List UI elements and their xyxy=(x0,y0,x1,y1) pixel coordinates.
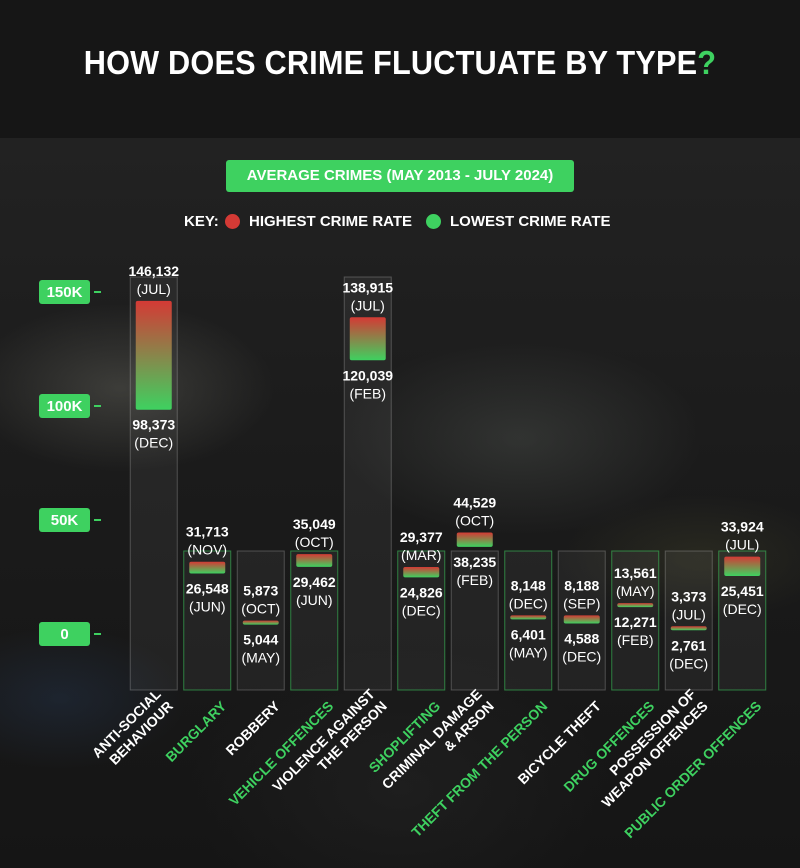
low-value-label: 29,462 xyxy=(293,574,336,590)
range-bar xyxy=(349,317,386,361)
low-value-label: 120,039 xyxy=(342,367,393,383)
low-value-label: 24,826 xyxy=(400,584,443,600)
high-month-label: (OCT) xyxy=(455,512,494,528)
low-month-label: (DEC) xyxy=(402,602,441,618)
y-tick-badge xyxy=(39,280,90,304)
high-month-label: (DEC) xyxy=(509,595,548,611)
y-tick-badge xyxy=(39,394,90,418)
range-bar xyxy=(456,532,493,547)
column-track xyxy=(664,550,713,691)
high-value-label: 138,915 xyxy=(342,279,393,295)
high-month-label: (JUL) xyxy=(351,297,385,313)
low-month-label: (FEB) xyxy=(617,632,654,648)
low-month-label: (JUN) xyxy=(189,598,226,614)
y-tick-label: 100K xyxy=(47,398,83,415)
low-value-label: 6,401 xyxy=(511,626,546,642)
column-track xyxy=(450,550,499,691)
high-value-label: 33,924 xyxy=(721,519,764,535)
header-band xyxy=(0,0,800,138)
range-bar xyxy=(724,556,761,576)
high-month-label: (JUL) xyxy=(137,281,171,297)
high-month-label: (MAR) xyxy=(401,547,441,563)
high-value-label: 13,561 xyxy=(614,565,657,581)
high-month-label: (OCT) xyxy=(295,534,334,550)
range-bar xyxy=(135,300,172,410)
high-value-label: 3,373 xyxy=(671,588,706,604)
title-text: HOW DOES CRIME FLUCTUATE BY TYPE xyxy=(83,44,698,81)
low-value-label: 4,588 xyxy=(564,631,599,647)
high-value-label: 31,713 xyxy=(186,524,229,540)
legend-lowest-dot-icon xyxy=(426,214,441,229)
range-bar xyxy=(617,603,654,608)
low-value-label: 12,271 xyxy=(614,614,657,630)
subtitle-badge: AVERAGE CRIMES (MAY 2013 - JULY 2024) xyxy=(226,160,574,192)
low-month-label: (MAY) xyxy=(241,650,280,666)
range-bar xyxy=(670,626,707,631)
y-tick-label: 50K xyxy=(51,512,79,529)
low-month-label: (FEB) xyxy=(456,572,493,588)
legend-key-label: KEY: xyxy=(184,213,219,230)
range-bar xyxy=(242,620,279,625)
low-value-label: 38,235 xyxy=(453,554,496,570)
high-month-label: (NOV) xyxy=(187,542,227,558)
high-value-label: 8,148 xyxy=(511,577,546,593)
low-month-label: (JUN) xyxy=(296,592,333,608)
high-month-label: (MAY) xyxy=(616,583,655,599)
low-value-label: 25,451 xyxy=(721,583,764,599)
high-value-label: 35,049 xyxy=(293,516,336,532)
low-value-label: 5,044 xyxy=(243,632,278,648)
low-month-label: (MAY) xyxy=(509,644,548,660)
high-value-label: 5,873 xyxy=(243,583,278,599)
y-tick-badge xyxy=(39,622,90,646)
legend-highest-dot-icon xyxy=(225,214,240,229)
column-track xyxy=(290,550,339,691)
high-month-label: (OCT) xyxy=(241,601,280,617)
low-month-label: (DEC) xyxy=(669,655,708,671)
column-track xyxy=(236,550,285,691)
high-month-label: (JUL) xyxy=(725,537,759,553)
legend: KEY: HIGHEST CRIME RATE LOWEST CRIME RAT… xyxy=(0,211,800,233)
high-value-label: 44,529 xyxy=(453,494,496,510)
low-value-label: 98,373 xyxy=(132,417,175,433)
low-value-label: 2,761 xyxy=(671,637,706,653)
range-bar xyxy=(296,554,333,567)
range-bar xyxy=(510,615,547,620)
high-value-label: 8,188 xyxy=(564,577,599,593)
column-track xyxy=(611,550,660,691)
background-photo xyxy=(0,138,800,868)
y-tick-badge xyxy=(39,508,90,532)
legend-highest-label: HIGHEST CRIME RATE xyxy=(249,213,413,230)
high-value-label: 29,377 xyxy=(400,529,443,545)
low-value-label: 26,548 xyxy=(186,580,229,596)
column-track xyxy=(504,550,553,691)
y-tick-label: 0 xyxy=(60,626,68,643)
range-bar xyxy=(189,561,226,574)
high-month-label: (SEP) xyxy=(563,595,600,611)
column-track xyxy=(183,550,232,691)
page-title: HOW DOES CRIME FLUCTUATE BY TYPE? xyxy=(28,44,772,82)
low-month-label: (DEC) xyxy=(562,649,601,665)
title-question-mark: ? xyxy=(697,44,717,81)
y-tick-label: 150K xyxy=(47,284,83,301)
range-bar xyxy=(403,567,440,578)
category-label: WEAPON OFFENCES xyxy=(598,698,711,811)
low-month-label: (DEC) xyxy=(723,601,762,617)
low-month-label: (FEB) xyxy=(349,385,386,401)
legend-lowest-label: LOWEST CRIME RATE xyxy=(450,213,611,230)
range-bar xyxy=(563,615,600,624)
low-month-label: (DEC) xyxy=(134,435,173,451)
high-month-label: (JUL) xyxy=(672,606,706,622)
high-value-label: 146,132 xyxy=(128,263,179,279)
